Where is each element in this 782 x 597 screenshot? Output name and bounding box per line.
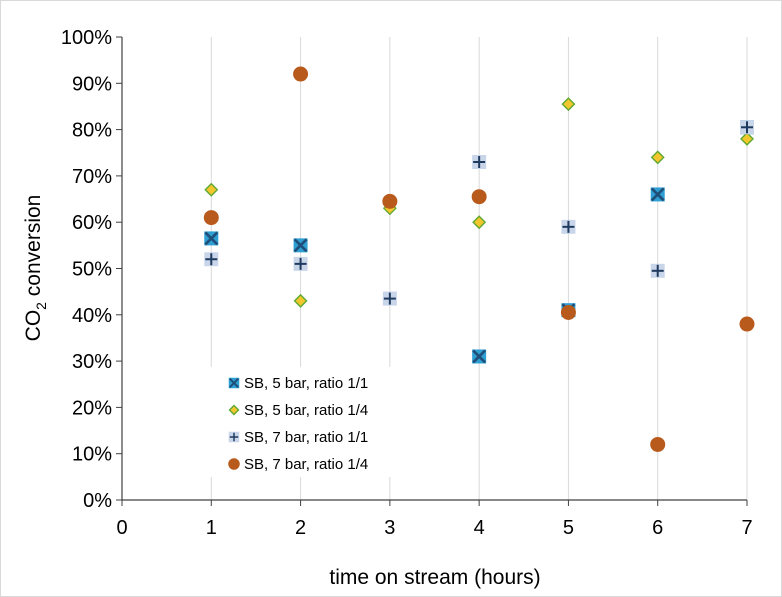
data-point: [561, 219, 576, 234]
marker-circle: [203, 210, 219, 226]
data-point: [650, 150, 665, 165]
x-tick-label: 3: [384, 517, 395, 539]
series-2: [204, 97, 754, 308]
marker-circle: [293, 66, 309, 82]
series-3: [204, 120, 754, 306]
x-tick-label: 0: [116, 517, 127, 539]
y-axis-title: CO2 conversion: [22, 195, 49, 342]
marker-diamond: [650, 150, 665, 165]
marker-diamond: [228, 404, 240, 416]
marker-x-stroke: [229, 378, 239, 388]
legend-label: SB, 5 bar, ratio 1/4: [244, 402, 368, 419]
y-axis-title-main: CO: [22, 310, 45, 342]
data-point: [650, 187, 665, 202]
data-point: [293, 293, 308, 308]
marker-diamond: [293, 293, 308, 308]
legend-marker: [228, 404, 240, 416]
marker-diamond: [204, 182, 219, 197]
data-point: [293, 238, 308, 253]
data-point: [560, 304, 576, 320]
data-point: [204, 252, 219, 267]
marker-circle: [471, 189, 487, 205]
y-tick-label: 70%: [72, 166, 112, 188]
data-point: [739, 316, 755, 332]
legend: SB, 5 bar, ratio 1/1 SB, 5 bar, ratio 1/4…: [196, 367, 411, 477]
data-point: [471, 189, 487, 205]
y-tick-label: 40%: [72, 305, 112, 327]
legend-marker: [228, 377, 240, 389]
data-point: [472, 349, 487, 364]
marks-layer: [203, 66, 755, 452]
axis-layer: 0% 10% 20% 30% 40% 50% 60% 70% 80% 90% 100% 0 1 2 3 4 5 6…: [61, 27, 753, 539]
y-tick-label: 50%: [72, 259, 112, 281]
marker-x-stroke: [650, 187, 665, 202]
marker-circle: [382, 193, 398, 209]
marker-circle: [560, 304, 576, 320]
marker-x-stroke: [293, 238, 308, 253]
marker-x-stroke: [472, 349, 487, 364]
data-point: [650, 436, 666, 452]
y-tick-label: 60%: [72, 212, 112, 234]
data-point: [203, 210, 219, 226]
x-axis-title: time on stream (hours): [329, 566, 540, 589]
data-point: [293, 66, 309, 82]
data-point: [204, 182, 219, 197]
x-tick-label: 5: [563, 517, 574, 539]
legend-marker: [228, 458, 240, 470]
legend-label: SB, 7 bar, ratio 1/4: [244, 456, 368, 473]
data-point: [740, 120, 754, 135]
data-point: [382, 193, 398, 209]
x-tick-label: 7: [741, 517, 752, 539]
data-point: [561, 97, 576, 112]
data-point: [472, 215, 487, 230]
y-tick-label: 20%: [72, 397, 112, 419]
series-4: [203, 66, 755, 452]
data-point: [204, 231, 219, 246]
marker-diamond: [740, 131, 754, 146]
legend-label: SB, 5 bar, ratio 1/1: [244, 375, 368, 392]
data-point: [740, 131, 754, 146]
y-tick-label: 100%: [61, 27, 112, 49]
marker-x-stroke: [204, 231, 219, 246]
marker-circle: [739, 316, 755, 332]
x-tick-label: 4: [474, 517, 485, 539]
y-axis-title-rest: conversion: [22, 195, 45, 302]
x-tick-label: 1: [206, 517, 217, 539]
marker-circle: [228, 458, 240, 470]
y-axis-title-subscript: 2: [33, 302, 49, 310]
marker-circle: [650, 436, 666, 452]
y-tick-label: 10%: [72, 444, 112, 466]
y-tick-label: 30%: [72, 351, 112, 373]
x-tick-label: 6: [652, 517, 663, 539]
x-tick-label: 2: [295, 517, 306, 539]
y-tick-label: 80%: [72, 120, 112, 142]
legend-marker: [228, 431, 240, 443]
marker-diamond: [561, 97, 576, 112]
marker-diamond: [472, 215, 487, 230]
data-point: [382, 291, 397, 306]
data-point: [293, 256, 308, 271]
data-point: [472, 155, 487, 170]
legend-label: SB, 7 bar, ratio 1/1: [244, 429, 368, 446]
y-tick-label: 90%: [72, 73, 112, 95]
y-tick-label: 0%: [83, 490, 112, 512]
data-point: [650, 263, 665, 278]
